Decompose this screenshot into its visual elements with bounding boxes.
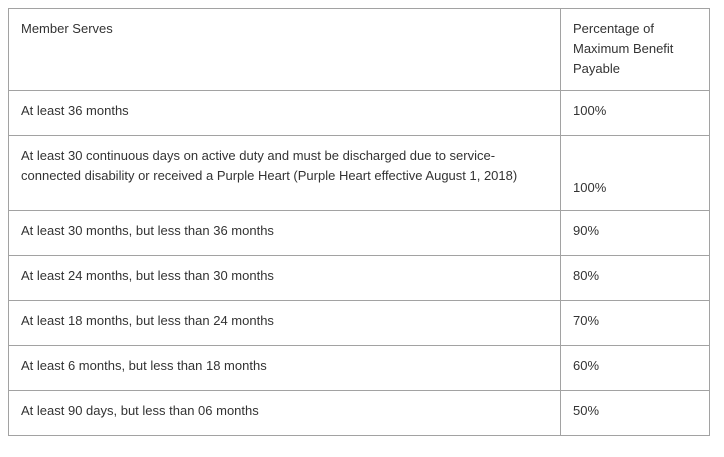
percentage-cell: 80% xyxy=(560,255,710,301)
member-serves-cell: At least 36 months xyxy=(8,90,561,136)
benefit-payable-table: Member Serves Percentage of Maximum Bene… xyxy=(8,8,710,436)
percentage-cell: 70% xyxy=(560,300,710,346)
member-serves-cell: At least 30 months, but less than 36 mon… xyxy=(8,210,561,256)
member-serves-cell: At least 24 months, but less than 30 mon… xyxy=(8,255,561,301)
percentage-cell: 50% xyxy=(560,390,710,436)
table-row: At least 30 months, but less than 36 mon… xyxy=(8,210,710,256)
header-row: Member Serves Percentage of Maximum Bene… xyxy=(8,8,710,91)
table-body: At least 36 months 100% At least 30 contin… xyxy=(8,90,710,436)
column-header-percentage-payable: Percentage of Maximum Benefit Payable xyxy=(560,8,710,91)
table-header: Member Serves Percentage of Maximum Bene… xyxy=(8,8,710,91)
table-row: At least 18 months, but less than 24 mon… xyxy=(8,300,710,346)
member-serves-cell: At least 18 months, but less than 24 mon… xyxy=(8,300,561,346)
member-serves-cell: At least 90 days, but less than 06 month… xyxy=(8,390,561,436)
member-serves-cell: At least 30 continuous days on active du… xyxy=(8,135,561,211)
member-serves-cell: At least 6 months, but less than 18 mont… xyxy=(8,345,561,391)
percentage-cell: 90% xyxy=(560,210,710,256)
column-header-member-serves: Member Serves xyxy=(8,8,561,91)
table-row: At least 24 months, but less than 30 mon… xyxy=(8,255,710,301)
table-row: At least 6 months, but less than 18 mont… xyxy=(8,345,710,391)
percentage-cell: 60% xyxy=(560,345,710,391)
table-row: At least 36 months 100% xyxy=(8,90,710,136)
table-row: At least 90 days, but less than 06 month… xyxy=(8,390,710,436)
percentage-cell: 100% xyxy=(560,90,710,136)
percentage-cell: 100% xyxy=(560,135,710,211)
table-row: At least 30 continuous days on active du… xyxy=(8,135,710,211)
